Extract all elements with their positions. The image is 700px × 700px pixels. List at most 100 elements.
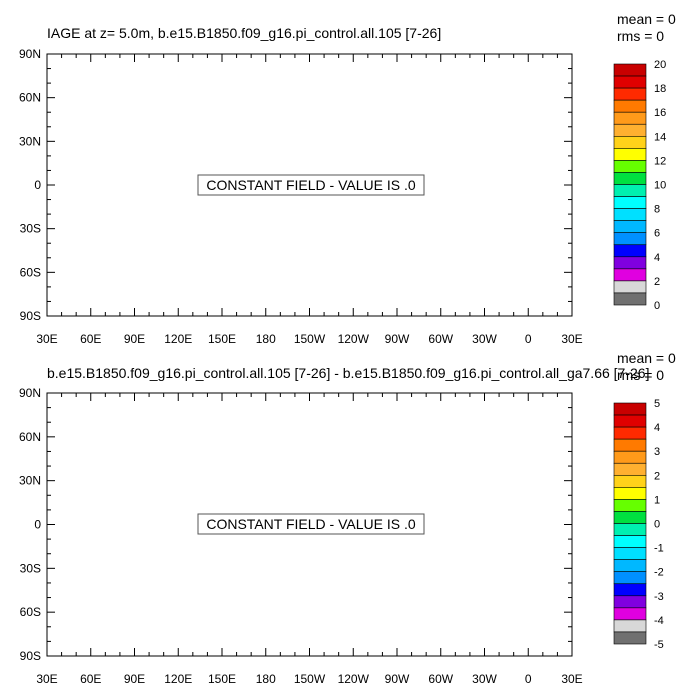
x-tick-label: 0: [525, 672, 532, 686]
colorbar-swatch: [613, 523, 647, 536]
colorbar-swatch: [613, 499, 647, 512]
colorbar-label: -1: [654, 543, 664, 555]
colorbar-swatch: [613, 619, 647, 633]
colorbar-swatch: [613, 99, 647, 113]
colorbar-label: -2: [654, 567, 664, 579]
colorbar-swatch: [613, 511, 647, 524]
colorbar-swatch: [613, 474, 647, 488]
colorbar-label: 14: [654, 131, 666, 143]
map-axes: 30E 60E 90E 120E 150E 180 150W 120W 90W 60W 30W 0 30…: [19, 47, 583, 346]
y-tick-label: 30S: [20, 561, 41, 575]
colorbar: 5 4 3 2 1 0 -1 -2 -3 -4 -5: [613, 398, 664, 651]
x-tick-label: 180: [256, 672, 276, 686]
y-tick-label: 90S: [20, 649, 41, 663]
colorbar-swatch: [613, 136, 647, 149]
x-tick-label: 30W: [472, 672, 497, 686]
x-tick-label: 90W: [385, 672, 410, 686]
colorbar-swatch: [613, 220, 647, 233]
y-tick-label: 0: [34, 518, 41, 532]
colorbar-swatch: [613, 75, 647, 89]
colorbar-swatch: [613, 196, 647, 209]
colorbar-swatch: [613, 426, 647, 440]
colorbar-label: 18: [654, 83, 666, 95]
colorbar-swatch: [613, 559, 647, 573]
colorbar-swatch: [613, 462, 647, 476]
colorbar-swatch: [613, 535, 647, 548]
colorbar-swatch: [613, 631, 647, 645]
colorbar-label: 0: [654, 519, 660, 531]
colorbar-swatch: [613, 280, 647, 294]
colorbar-swatch: [613, 208, 647, 221]
y-tick-label: 60N: [19, 91, 41, 105]
colorbar-label: 16: [654, 107, 666, 119]
y-tick-label: 30N: [19, 134, 41, 148]
y-tick-label: 60S: [20, 605, 41, 619]
colorbar-label: 0: [654, 300, 660, 312]
colorbar-label: 12: [654, 155, 666, 167]
colorbar-swatch: [613, 583, 647, 597]
colorbar-swatch: [613, 160, 647, 173]
y-tick-label: 30S: [20, 222, 41, 236]
colorbar-label: 2: [654, 470, 660, 482]
colorbar-swatch: [613, 438, 647, 452]
x-tick-label: 30W: [472, 332, 497, 346]
rms-label: rms = 0: [617, 367, 664, 383]
panel-title: IAGE at z= 5.0m, b.e15.B1850.f09_g16.pi_…: [47, 25, 441, 41]
colorbar-swatch: [613, 148, 647, 161]
constant-field-message: CONSTANT FIELD - VALUE IS .0: [206, 177, 415, 193]
colorbar-swatch: [613, 595, 647, 609]
x-tick-label: 60W: [428, 672, 453, 686]
panel-bottom: b.e15.B1850.f09_g16.pi_control.all.105 […: [19, 350, 676, 686]
colorbar-swatch: [613, 402, 647, 416]
mean-label: mean = 0: [617, 11, 676, 27]
colorbar-label: 4: [654, 422, 660, 434]
x-tick-label: 150W: [294, 332, 326, 346]
colorbar-swatch: [613, 607, 647, 621]
colorbar-swatch: [613, 487, 647, 500]
panel-top: IAGE at z= 5.0m, b.e15.B1850.f09_g16.pi_…: [19, 11, 676, 346]
x-tick-label: 30E: [561, 672, 582, 686]
colorbar-swatch: [613, 450, 647, 464]
x-tick-label: 0: [525, 332, 532, 346]
colorbar-swatch: [613, 63, 647, 77]
x-tick-label: 120E: [164, 672, 192, 686]
x-tick-label: 30E: [36, 672, 57, 686]
colorbar-label: 5: [654, 398, 660, 410]
colorbar-swatch: [613, 184, 647, 197]
map-axes: 30E 60E 90E 120E 150E 180 150W 120W 90W 60W 30W 0 30…: [19, 386, 583, 686]
colorbar-label: -4: [654, 615, 664, 627]
colorbar-swatch: [613, 292, 647, 306]
colorbar-label: 10: [654, 180, 666, 192]
y-tick-label: 60N: [19, 430, 41, 444]
colorbar-swatch: [613, 172, 647, 185]
panel-title: b.e15.B1850.f09_g16.pi_control.all.105 […: [47, 365, 649, 381]
y-tick-label: 0: [34, 178, 41, 192]
x-tick-label: 150E: [208, 332, 236, 346]
y-tick-label: 90S: [20, 309, 41, 323]
x-tick-label: 60E: [80, 672, 101, 686]
y-tick-label: 60S: [20, 265, 41, 279]
message-box: [197, 513, 425, 535]
x-tick-label: 180: [256, 332, 276, 346]
mean-label: mean = 0: [617, 350, 676, 366]
x-tick-label: 120W: [338, 332, 370, 346]
y-tick-label: 90N: [19, 47, 41, 61]
colorbar-label: 2: [654, 276, 660, 288]
message-box: [197, 174, 425, 196]
colorbar-label: 20: [654, 59, 666, 71]
colorbar-swatch: [613, 244, 647, 258]
colorbar-swatch: [613, 547, 647, 560]
colorbar-swatch: [613, 268, 647, 282]
x-tick-label: 120E: [164, 332, 192, 346]
colorbar-swatch: [613, 123, 647, 137]
colorbar-label: -5: [654, 639, 664, 651]
colorbar-swatch: [613, 232, 647, 246]
colorbar-label: 4: [654, 252, 660, 264]
x-tick-label: 90E: [124, 332, 145, 346]
colorbar-label: 3: [654, 446, 660, 458]
x-tick-label: 30E: [561, 332, 582, 346]
colorbar-swatch: [613, 87, 647, 101]
x-tick-label: 90W: [385, 332, 410, 346]
